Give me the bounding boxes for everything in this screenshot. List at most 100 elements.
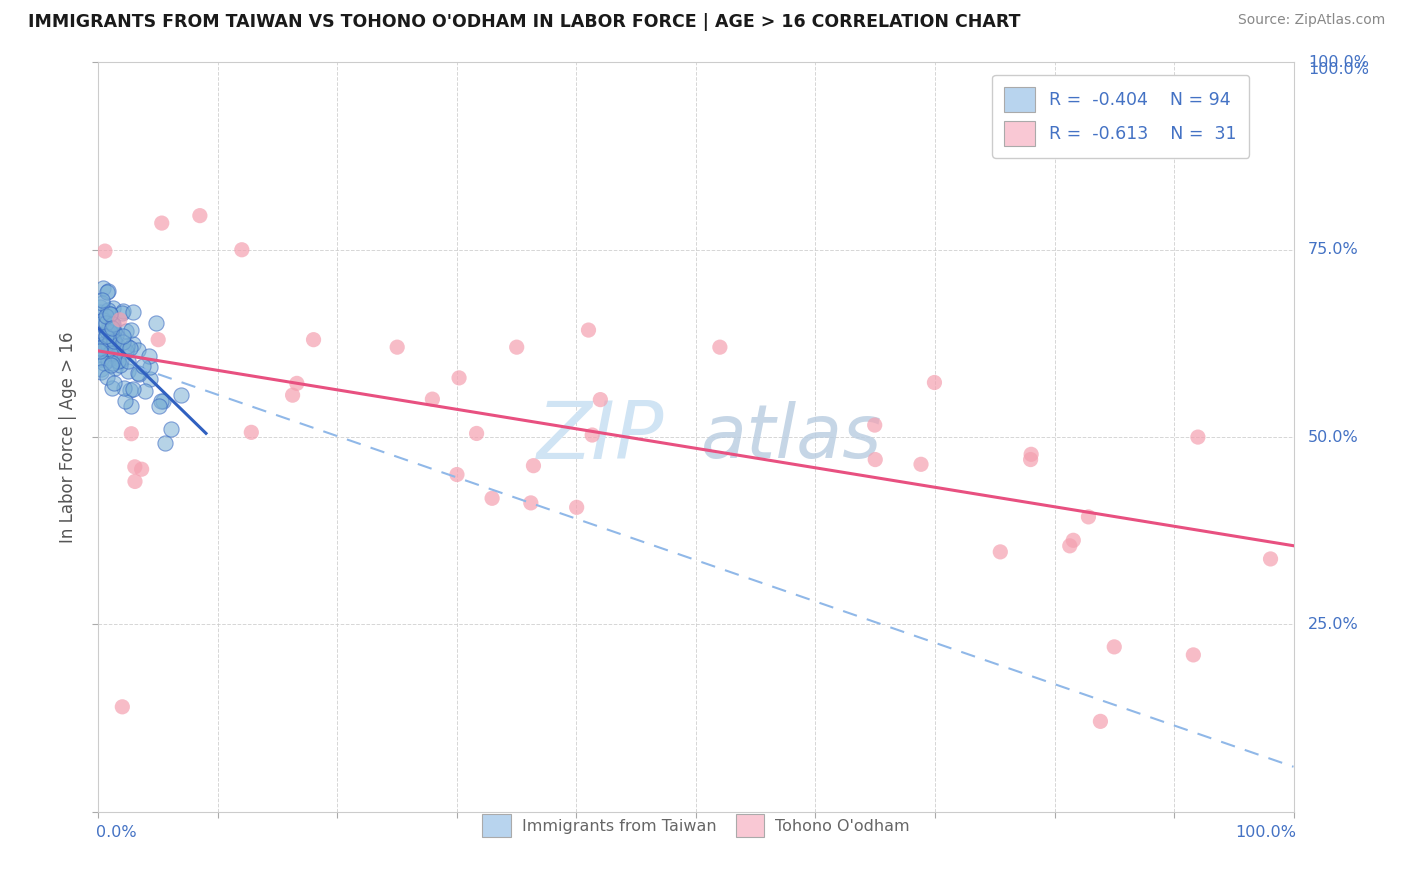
Point [111, 304, 134, 318]
Point [281, 388, 304, 402]
Point [94, 339, 117, 353]
Text: 75.0%: 75.0% [1308, 243, 1358, 257]
Point [709, 340, 731, 354]
Point [117, 339, 139, 353]
Point [589, 392, 612, 407]
Point [285, 376, 308, 391]
Point [1182, 648, 1205, 662]
Text: Source: ZipAtlas.com: Source: ZipAtlas.com [1237, 13, 1385, 28]
Point [120, 341, 142, 355]
Point [117, 364, 139, 378]
Point [101, 317, 124, 331]
Point [122, 382, 145, 396]
Point [1019, 452, 1042, 467]
Point [148, 400, 170, 414]
Point [100, 316, 122, 330]
Point [89, 305, 111, 319]
Point [150, 216, 173, 230]
Point [124, 459, 146, 474]
Point [97, 353, 120, 368]
Point [100, 317, 122, 331]
Point [169, 388, 191, 402]
Point [110, 353, 132, 368]
Point [105, 338, 128, 352]
Point [91, 312, 114, 326]
Point [138, 349, 160, 363]
Point [152, 394, 174, 409]
Point [863, 418, 886, 433]
Point [111, 699, 134, 714]
Y-axis label: In Labor Force | Age > 16: In Labor Force | Age > 16 [59, 331, 77, 543]
Point [924, 376, 946, 390]
Point [98, 307, 121, 321]
Point [155, 435, 177, 450]
Point [93, 281, 115, 295]
Point [101, 381, 124, 395]
Legend: Immigrants from Taiwan, Tohono O'odham: Immigrants from Taiwan, Tohono O'odham [474, 806, 918, 845]
Point [104, 327, 127, 342]
Point [93, 350, 115, 364]
Point [94, 328, 117, 343]
Point [97, 317, 120, 331]
Point [100, 351, 122, 365]
Point [98, 334, 121, 349]
Text: 100.0%: 100.0% [1308, 62, 1369, 78]
Text: 100.0%: 100.0% [1234, 825, 1296, 840]
Point [104, 361, 127, 376]
Point [385, 340, 409, 354]
Point [97, 285, 120, 299]
Point [1104, 640, 1126, 654]
Point [111, 329, 134, 343]
Text: 0.0%: 0.0% [96, 825, 136, 840]
Text: 100.0%: 100.0% [1308, 55, 1369, 70]
Point [108, 358, 131, 372]
Point [446, 467, 468, 482]
Point [90, 295, 112, 310]
Point [231, 243, 253, 257]
Point [91, 293, 114, 308]
Point [100, 334, 122, 349]
Point [103, 334, 125, 348]
Point [506, 340, 529, 354]
Point [188, 209, 211, 223]
Point [1062, 533, 1084, 548]
Point [120, 399, 142, 413]
Point [94, 244, 117, 258]
Point [122, 336, 145, 351]
Point [103, 341, 125, 355]
Point [103, 324, 125, 338]
Point [100, 321, 122, 335]
Point [449, 371, 471, 385]
Point [120, 323, 142, 337]
Point [578, 323, 600, 337]
Text: 25.0%: 25.0% [1308, 617, 1358, 632]
Point [89, 338, 111, 352]
Point [117, 354, 139, 368]
Point [1019, 447, 1042, 461]
Text: atlas: atlas [700, 401, 883, 473]
Point [94, 309, 117, 323]
Point [302, 333, 325, 347]
Point [128, 367, 150, 381]
Point [145, 316, 167, 330]
Point [1260, 552, 1282, 566]
Point [120, 426, 142, 441]
Point [1187, 430, 1209, 444]
Point [159, 422, 181, 436]
Point [124, 475, 146, 489]
Point [96, 370, 118, 384]
Text: ZIP: ZIP [537, 398, 664, 476]
Point [89, 341, 111, 355]
Point [108, 313, 131, 327]
Point [131, 462, 153, 476]
Point [107, 353, 129, 368]
Point [103, 301, 125, 316]
Point [481, 491, 503, 506]
Point [90, 362, 112, 376]
Point [107, 349, 129, 363]
Point [103, 346, 125, 360]
Point [240, 425, 263, 440]
Point [89, 351, 111, 366]
Point [100, 325, 122, 339]
Point [89, 317, 111, 331]
